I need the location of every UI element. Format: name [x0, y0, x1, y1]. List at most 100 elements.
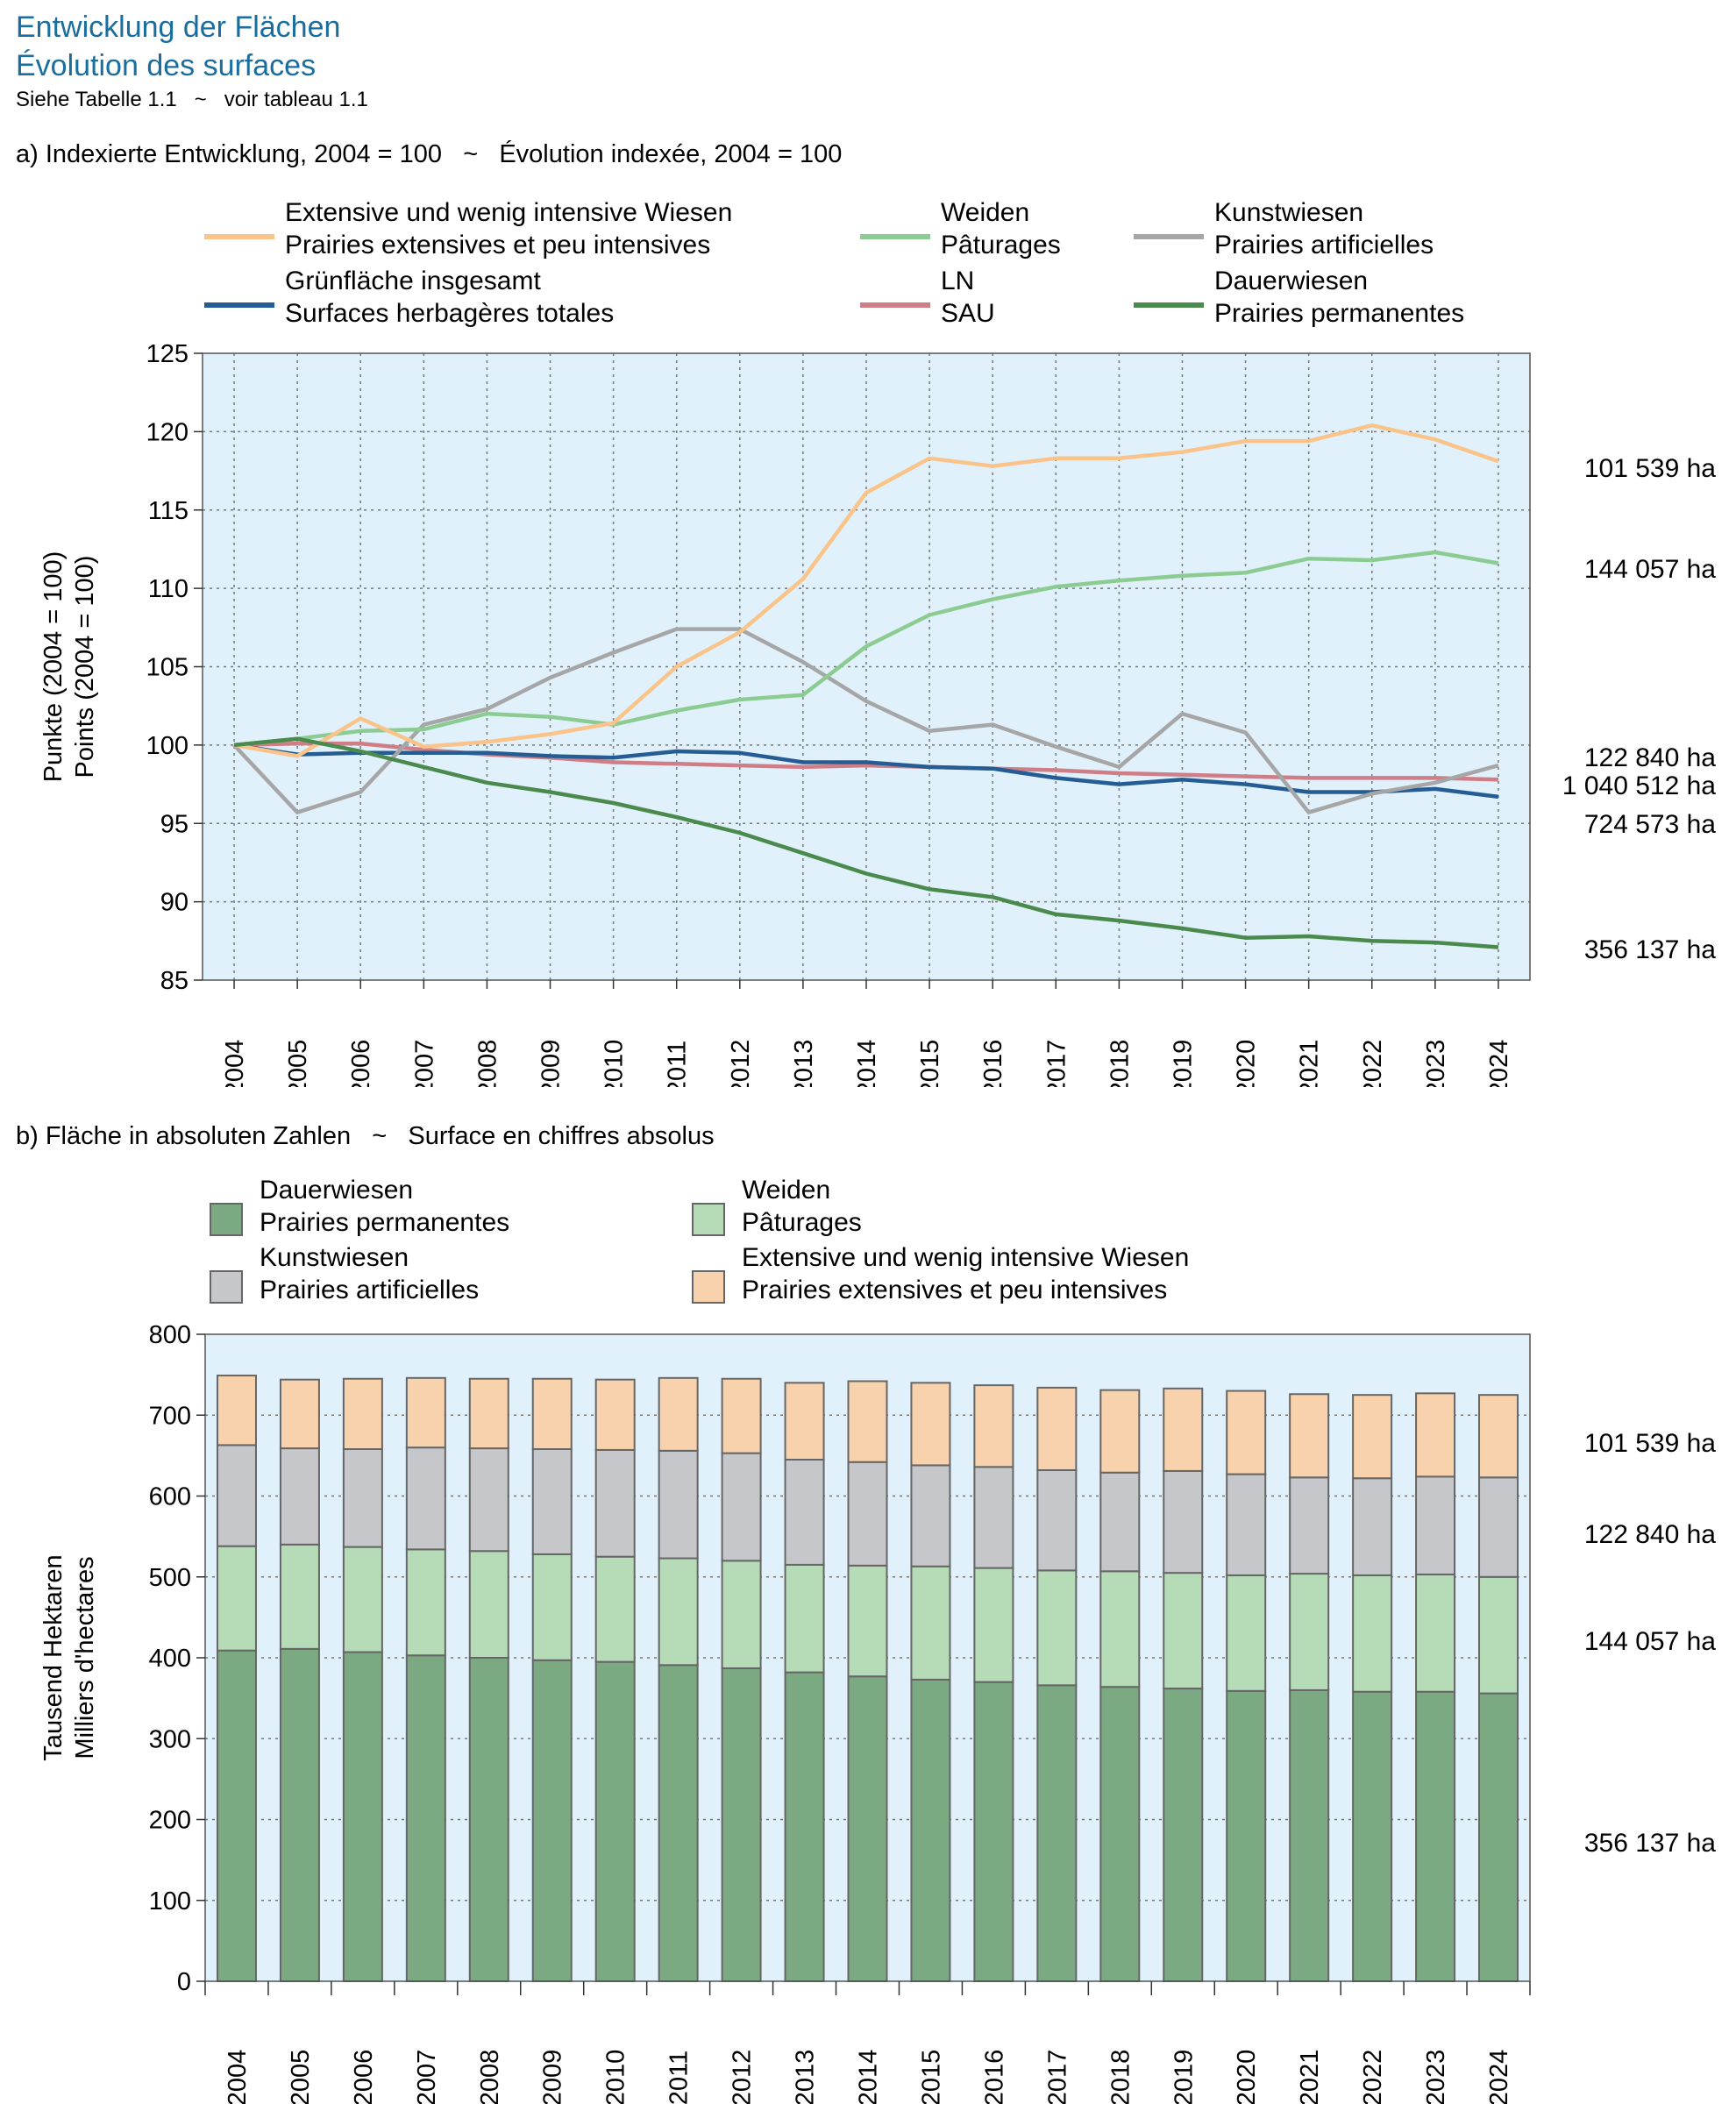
bar-weiden-2012 [721, 1560, 762, 1669]
bar-kunstwiesen-2016 [973, 1466, 1014, 1569]
bar-weiden-2020 [1226, 1574, 1267, 1692]
bar-weiden-2016 [973, 1567, 1014, 1683]
y-axis-label: Punkte (2004 = 100) Points (2004 = 100) [39, 551, 99, 783]
bar-kunstwiesen-2022 [1352, 1477, 1393, 1576]
x-tick-label: 2007 [413, 2050, 441, 2104]
x-tick-label: 2005 [284, 1040, 312, 1087]
bar-dauerwiesen-2014 [847, 1675, 888, 1983]
end-label-gruenflaeche: 724 573 ha [1584, 810, 1716, 839]
legend-label-ln: LN SAU [941, 267, 995, 328]
bar-dauerwiesen-2011 [658, 1664, 699, 1982]
bar-kunstwiesen-2018 [1099, 1471, 1141, 1573]
bar-weiden-2017 [1036, 1569, 1078, 1687]
y-axis-label-de: Punkte (2004 = 100) [39, 551, 68, 783]
bar-weiden-2014 [847, 1564, 888, 1678]
bar-kunstwiesen-2015 [910, 1464, 951, 1567]
x-tick-label: 2014 [853, 1040, 881, 1087]
bar-extensive-2024 [1478, 1394, 1519, 1479]
x-tick-label: 2023 [1422, 2050, 1450, 2104]
bar-dauerwiesen-2016 [973, 1681, 1014, 1983]
x-tick-label: 2015 [916, 1040, 944, 1087]
line-gruenflaeche [233, 743, 1499, 800]
bar-extensive-2014 [847, 1380, 888, 1463]
bar-kunstwiesen-2017 [1036, 1468, 1078, 1572]
panel-b-label: b) Fläche in absoluten Zahlen ~ Surface … [16, 1122, 715, 1150]
bar-extensive-2016 [973, 1384, 1014, 1468]
bar-extensive-2012 [721, 1377, 762, 1454]
bar-dauerwiesen-2008 [468, 1657, 509, 1982]
bar-dauerwiesen-2007 [405, 1654, 446, 1983]
bar-weiden-2022 [1352, 1574, 1393, 1693]
legend-swatch-extensive [692, 1270, 725, 1304]
bar-weiden-2007 [405, 1548, 446, 1657]
bar-kunstwiesen-2013 [784, 1458, 825, 1566]
legend-label-de: Weiden [941, 198, 1029, 227]
bar-dauerwiesen-2020 [1226, 1689, 1267, 1982]
legend-label-de: Extensive und wenig intensive Wiesen [742, 1243, 1189, 1272]
bar-dauerwiesen-2017 [1036, 1684, 1078, 1982]
bar-extensive-2020 [1226, 1390, 1267, 1475]
bar-weiden-2024 [1478, 1575, 1519, 1695]
bar-kunstwiesen-2005 [279, 1447, 320, 1546]
bar-extensive-2018 [1099, 1389, 1141, 1474]
bar-weiden-2011 [658, 1557, 699, 1667]
legend-label-weiden: Weiden Pâturages [742, 1176, 862, 1237]
bar-dauerwiesen-2010 [594, 1660, 636, 1983]
x-tick-label: 2021 [1296, 1040, 1324, 1087]
end-label-extensive: 101 539 ha [1584, 454, 1716, 483]
bar-kunstwiesen-2008 [468, 1447, 509, 1553]
x-tick-label: 2016 [980, 2050, 1008, 2104]
x-tick-label: 2023 [1422, 1040, 1450, 1087]
legend-label-gruenflaeche: Grünfläche insgesamt Surfaces herbagères … [285, 267, 614, 328]
x-tick-label: 2020 [1233, 2050, 1261, 2104]
bar-extensive-2009 [531, 1377, 573, 1450]
y-tick-label: 100 [146, 732, 189, 760]
y-tick-label: 105 [146, 654, 189, 682]
bar-kunstwiesen-2006 [342, 1447, 383, 1548]
bar-dauerwiesen-2005 [279, 1647, 320, 1983]
x-tick-label: 2010 [602, 2050, 630, 2104]
x-tick-label: 2004 [224, 2050, 252, 2104]
bar-weiden-2019 [1163, 1572, 1204, 1690]
x-tick-label: 2005 [287, 2050, 315, 2104]
y-tick-label: 110 [148, 575, 189, 603]
bar-kunstwiesen-2020 [1226, 1473, 1267, 1576]
legend-swatch-weiden [692, 1203, 725, 1236]
x-tick-label: 2019 [1169, 1040, 1197, 1087]
y-tick-label: 100 [149, 1887, 191, 1916]
x-tick-label: 2006 [350, 2050, 378, 2104]
y-tick-label: 700 [149, 1402, 191, 1430]
bar-extensive-2005 [279, 1378, 320, 1450]
bar-kunstwiesen-2011 [658, 1449, 699, 1560]
bar-dauerwiesen-2022 [1352, 1690, 1393, 1982]
chart-subtitle: Siehe Tabelle 1.1 ~ voir tableau 1.1 [16, 88, 368, 111]
bar-extensive-2015 [910, 1382, 951, 1467]
line-extensive [233, 423, 1499, 758]
y-tick-label: 500 [149, 1564, 191, 1592]
bar-weiden-2009 [531, 1553, 573, 1661]
bar-dauerwiesen-2015 [910, 1678, 951, 1982]
bar-weiden-2006 [342, 1546, 383, 1653]
legend-label-fr: Pâturages [742, 1208, 862, 1237]
bar-dauerwiesen-2004 [216, 1649, 257, 1982]
bar-kunstwiesen-2007 [405, 1446, 446, 1551]
x-tick-label: 2011 [665, 2051, 694, 2104]
bar-extensive-2022 [1352, 1394, 1393, 1480]
y-tick-label: 120 [146, 418, 189, 446]
legend-label-kunstwiesen: Kunstwiesen Prairies artificielles [260, 1243, 479, 1304]
x-tick-label: 2012 [727, 1040, 755, 1087]
bar-extensive-2007 [405, 1376, 446, 1449]
legend-label-de: LN [941, 267, 974, 295]
bar-dauerwiesen-2024 [1478, 1692, 1519, 1982]
legend-label-fr: SAU [941, 299, 995, 328]
x-tick-label: 2007 [410, 1040, 438, 1087]
x-tick-label: 2024 [1485, 2050, 1513, 2104]
bar-kunstwiesen-2012 [721, 1452, 762, 1562]
x-tick-label: 2015 [917, 2050, 945, 2104]
legend-label-extensive: Extensive und wenig intensive Wiesen Prai… [285, 198, 732, 259]
legend-label-kunstwiesen: Kunstwiesen Prairies artificielles [1214, 198, 1434, 259]
bar-weiden-2018 [1099, 1570, 1141, 1688]
y-tick-label: 85 [160, 967, 189, 995]
x-tick-label: 2013 [790, 1040, 818, 1087]
x-tick-label: 2016 [979, 1040, 1007, 1087]
